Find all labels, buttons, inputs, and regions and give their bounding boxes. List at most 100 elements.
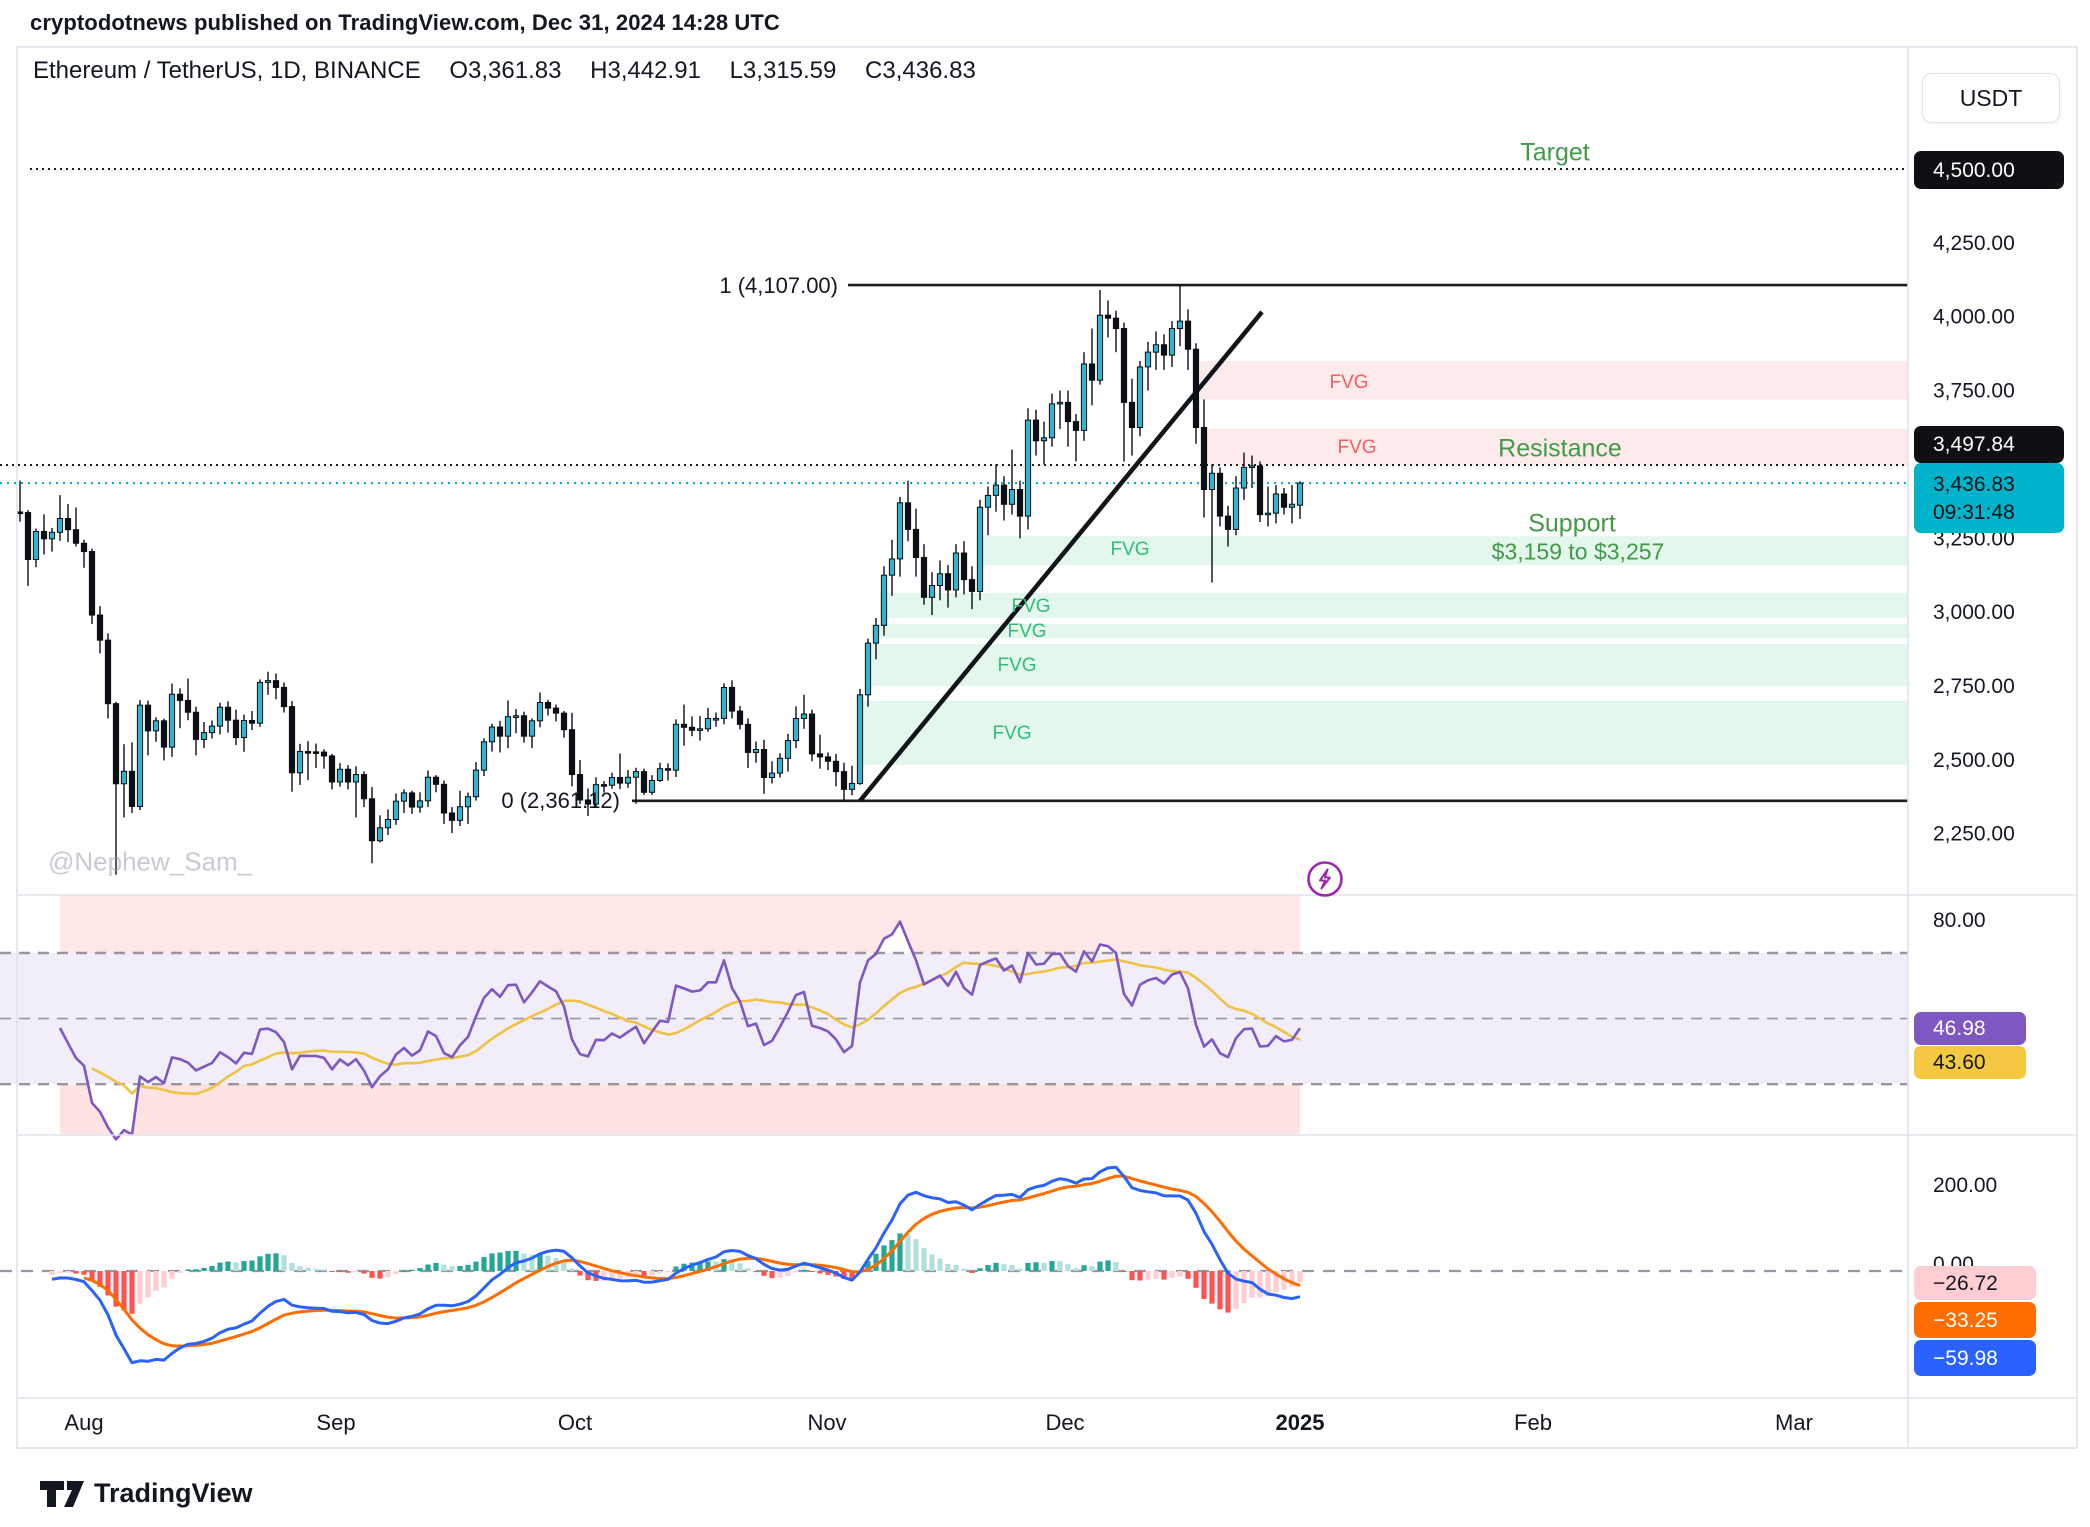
rsi-ma-line xyxy=(91,958,1301,1096)
candle-body xyxy=(336,768,344,783)
bullish-fvg-zone xyxy=(865,644,1908,686)
fib-0-label[interactable]: 0 (2,361.12) xyxy=(501,788,620,813)
macd-hist-bar xyxy=(1145,1271,1151,1280)
macd-hist-bar xyxy=(1089,1266,1095,1271)
macd-hist-bar xyxy=(1105,1260,1111,1271)
macd-hist-bar xyxy=(545,1255,551,1271)
macd-hist-bar xyxy=(577,1271,583,1276)
candle-body xyxy=(1288,503,1296,508)
macd-hist-bar xyxy=(65,1271,71,1273)
candle-body xyxy=(520,715,528,737)
macd-hist-bar xyxy=(769,1271,775,1279)
candle-body xyxy=(1192,348,1200,428)
macd-hist-bar xyxy=(1225,1271,1231,1313)
macd-hist-bar xyxy=(89,1271,95,1282)
macd-hist-bar xyxy=(473,1261,479,1271)
macd-hist-bar xyxy=(1097,1261,1103,1271)
last-price-value: 3,436.83 xyxy=(1933,472,2015,496)
macd-hist-bar xyxy=(817,1271,823,1274)
candle-body xyxy=(672,723,680,771)
candle-body xyxy=(1224,515,1232,530)
candle-body xyxy=(1128,401,1136,428)
candle-body xyxy=(192,711,200,740)
candle-body xyxy=(1296,482,1304,506)
candle-body xyxy=(1240,466,1248,489)
rsi-value-badge: 46.98 xyxy=(1914,1012,2026,1045)
rsi-tick: 80.00 xyxy=(1933,909,1986,932)
macd-hist-bar xyxy=(49,1271,55,1275)
ohlc-low: L3,315.59 xyxy=(729,57,837,84)
macd-hist-bar xyxy=(153,1271,159,1291)
macd-hist-bar xyxy=(177,1271,183,1273)
candle-body xyxy=(344,768,352,783)
macd-line xyxy=(51,1165,1301,1365)
macd-hist-bar xyxy=(929,1254,935,1271)
candle-body xyxy=(864,642,872,696)
macd-hist-bar xyxy=(865,1261,871,1271)
watermark: @Nephew_Sam_ xyxy=(48,846,253,877)
macd-hist-bar xyxy=(465,1264,471,1271)
candle-body xyxy=(752,748,760,753)
candle-body xyxy=(256,681,264,724)
candle-body xyxy=(104,639,112,705)
candle-body xyxy=(600,784,608,787)
macd-hist-bar xyxy=(785,1271,791,1276)
candle-body xyxy=(912,528,920,558)
lightning-icon[interactable] xyxy=(1300,854,1350,904)
macd-hist-bar xyxy=(1209,1271,1215,1304)
macd-hist-bar xyxy=(377,1271,383,1279)
macd-hist-bar xyxy=(169,1271,175,1279)
candle-body xyxy=(744,723,752,753)
macd-hist-bar xyxy=(1233,1271,1239,1309)
candle-body xyxy=(248,720,256,724)
currency-toggle-button[interactable]: USDT xyxy=(1922,73,2060,123)
attribution-line: cryptodotnews published on TradingView.c… xyxy=(30,10,780,35)
macd-hist-bar xyxy=(369,1271,375,1278)
candle-body xyxy=(768,772,776,779)
candle-body xyxy=(352,774,360,783)
candle-body xyxy=(592,784,600,805)
candle-body xyxy=(32,530,40,561)
macd-hist-bar xyxy=(1193,1271,1199,1288)
candle-body xyxy=(176,693,184,701)
candle-body xyxy=(888,558,896,576)
macd-hist-bar xyxy=(1057,1261,1063,1271)
tradingview-logo[interactable]: TradingView xyxy=(40,1478,253,1509)
macd-hist-bar xyxy=(993,1262,999,1271)
price-tick: 4,000.00 xyxy=(1933,306,2015,329)
candle-body xyxy=(936,573,944,587)
bullish-fvg-zone xyxy=(858,700,1908,765)
ohlc-high: H3,442.91 xyxy=(590,57,701,84)
macd-hist-bar xyxy=(201,1267,207,1271)
ohlc-close: C3,436.83 xyxy=(865,57,976,84)
month-tick: Nov xyxy=(807,1410,846,1435)
candle-body xyxy=(904,502,912,530)
candle-body xyxy=(568,729,576,776)
macd-hist-bar xyxy=(1257,1271,1263,1298)
macd-hist-bar xyxy=(241,1261,247,1271)
candle-body xyxy=(1072,421,1080,431)
candle-body xyxy=(400,792,408,802)
macd-hist-bar xyxy=(657,1271,663,1274)
macd-hist-bar xyxy=(561,1261,567,1271)
symbol-title[interactable]: Ethereum / TetherUS, 1D, BINANCE xyxy=(33,57,421,84)
candle-body xyxy=(464,796,472,808)
candle-body xyxy=(800,713,808,719)
month-tick: Oct xyxy=(558,1410,592,1435)
macd-hist-bar xyxy=(497,1252,503,1271)
target-label: Target xyxy=(1520,138,1590,167)
macd-hist-bar xyxy=(1217,1271,1223,1310)
macd-hist-bar xyxy=(185,1269,191,1271)
macd-hist-bar xyxy=(537,1254,543,1271)
candle-body xyxy=(616,777,624,784)
bearish-fvg-zone xyxy=(1200,361,1908,400)
support-label: Support xyxy=(1528,509,1616,538)
candle-body xyxy=(968,579,976,592)
fib-1-label[interactable]: 1 (4,107.00) xyxy=(719,273,838,298)
month-tick: Feb xyxy=(1514,1410,1552,1435)
candle-body xyxy=(432,776,440,785)
candle-body xyxy=(224,706,232,721)
macd-hist-bar xyxy=(1033,1262,1039,1271)
